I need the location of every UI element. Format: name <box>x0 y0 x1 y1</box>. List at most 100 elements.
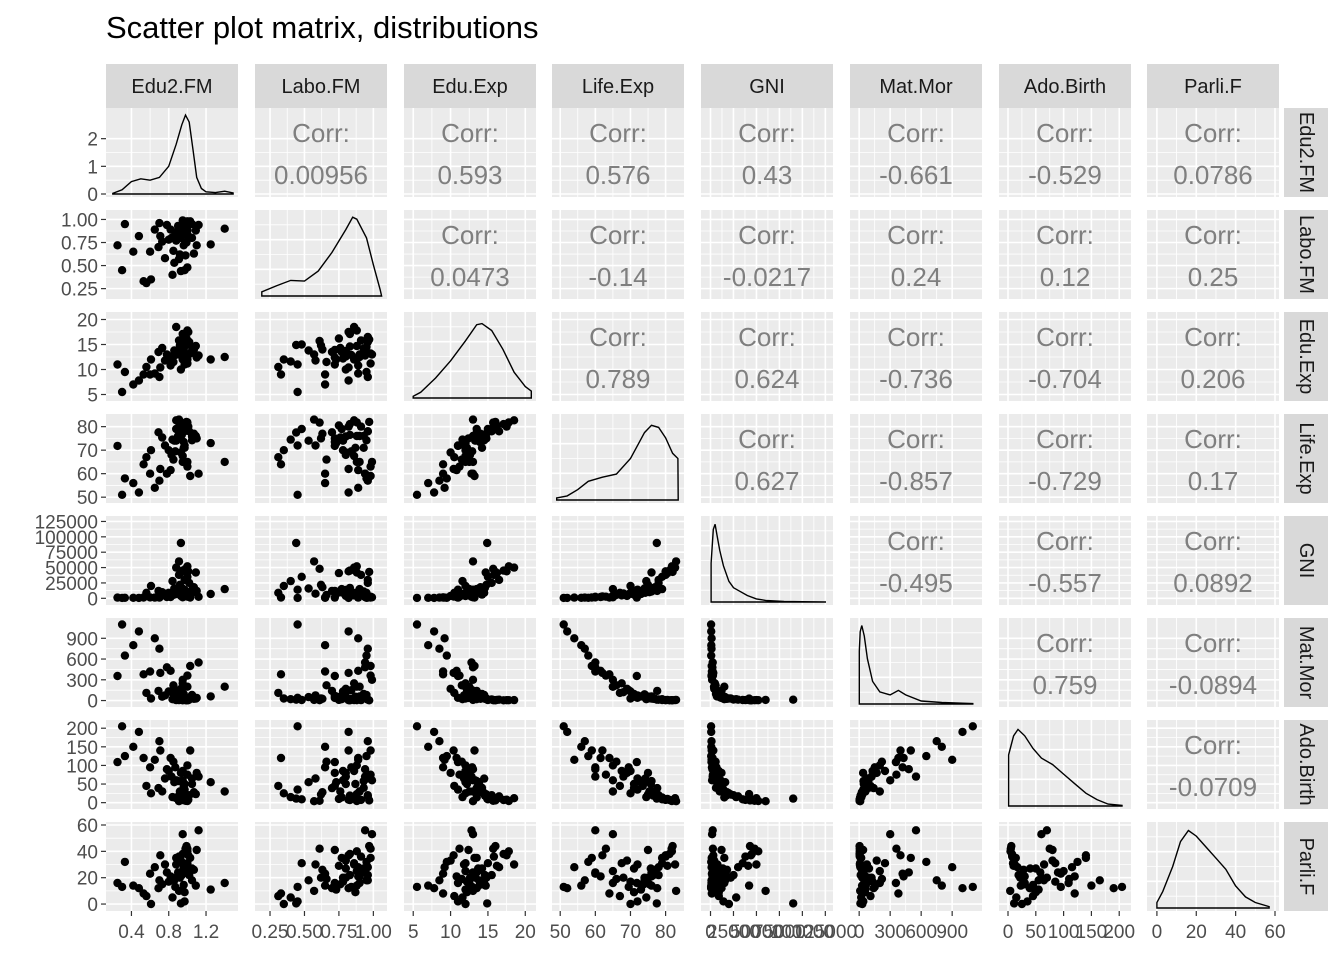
scatter-point <box>435 737 444 746</box>
scatter-point <box>412 490 422 499</box>
correlation-panel: Corr: -0.14 <box>552 210 684 299</box>
scatter-point <box>178 228 187 237</box>
scatter-point <box>492 861 502 870</box>
corr-label: Corr: <box>589 322 647 352</box>
scatter-panel <box>106 720 238 809</box>
corr-value: 0.17 <box>1188 466 1239 496</box>
scatter-point <box>359 443 368 452</box>
scatter-point <box>1081 853 1091 863</box>
y-tick-label: 0.75 <box>61 234 98 255</box>
scatter-point <box>155 737 164 746</box>
scatter-point <box>292 428 301 437</box>
x-tick-label: 10 <box>440 922 461 943</box>
scatter-point <box>504 696 513 705</box>
scatter-point <box>171 350 180 360</box>
scatter-point <box>309 557 319 566</box>
y-tick-label: 70 <box>77 441 98 462</box>
scatter-panel <box>404 618 536 707</box>
column-strip: Ado.Birth <box>999 64 1131 108</box>
scatter-point <box>178 830 187 839</box>
scatter-point <box>220 457 229 467</box>
corr-label: Corr: <box>292 118 350 148</box>
scatter-point <box>179 781 188 791</box>
scatter-point <box>596 666 605 675</box>
scatter-point <box>182 334 191 343</box>
density-panel <box>999 720 1131 809</box>
scatter-point <box>626 581 635 591</box>
row-strip-label: Labo.FM <box>1295 215 1317 294</box>
scatter-point <box>714 891 723 901</box>
scatter-point <box>438 869 448 878</box>
scatter-point <box>334 568 344 578</box>
corr-value: -0.729 <box>1028 466 1102 496</box>
column-strip: Labo.FM <box>255 64 387 108</box>
scatter-panel <box>404 414 536 503</box>
y-tick-label: 25000 <box>45 574 98 595</box>
scatter-point <box>708 666 717 675</box>
scatter-point <box>160 254 170 263</box>
scatter-point <box>347 882 356 892</box>
scatter-point <box>718 864 728 873</box>
scatter-point <box>334 794 344 804</box>
scatter-point <box>304 692 313 702</box>
scatter-point <box>341 693 350 702</box>
scatter-point <box>461 859 470 868</box>
scatter-point <box>349 355 359 364</box>
scatter-point <box>276 670 286 679</box>
scatter-point <box>292 340 301 350</box>
correlation-panel: Corr: 0.00956 <box>255 108 387 197</box>
scatter-point <box>624 590 633 599</box>
scatter-point <box>330 587 339 597</box>
scatter-point <box>354 465 363 475</box>
scatter-point <box>120 651 130 660</box>
row-strip-label: Ado.Birth <box>1295 723 1317 805</box>
scatter-point <box>608 776 618 785</box>
density-panel <box>552 414 684 503</box>
x-axis: 0.4 0.8 1.2 <box>118 911 219 943</box>
correlation-panel: Corr: 0.593 <box>404 108 536 197</box>
scatter-point <box>857 870 866 880</box>
scatter-point <box>354 872 363 881</box>
scatter-point <box>608 878 618 888</box>
scatter-point <box>129 742 138 751</box>
scatter-point <box>745 841 755 851</box>
scatter-panel <box>106 312 238 401</box>
scatter-point <box>120 857 130 867</box>
scatter-point <box>183 847 192 856</box>
scatter-point <box>892 770 901 779</box>
density-curve <box>858 625 974 705</box>
scatter-point <box>338 766 348 776</box>
scatter-point <box>178 859 187 868</box>
scatter-point <box>708 872 717 881</box>
scatter-point <box>330 845 339 855</box>
scatter-point <box>563 627 572 636</box>
scatter-point <box>872 856 881 865</box>
corr-label: Corr: <box>1036 220 1094 250</box>
scatter-point <box>474 432 483 441</box>
scatter-point <box>720 853 729 863</box>
scatter-point <box>601 770 611 779</box>
scatter-point <box>113 757 122 767</box>
scatter-point <box>754 796 763 806</box>
scatter-point <box>166 361 175 370</box>
y-tick-label: 0.50 <box>61 257 98 278</box>
density-curve <box>1007 728 1123 807</box>
x-axis: 0.250.500.751.00 <box>252 911 392 943</box>
scatter-point <box>292 695 301 704</box>
scatter-panel <box>850 822 982 911</box>
scatter-point <box>896 851 905 860</box>
scatter-point <box>341 585 350 595</box>
scatter-point <box>168 893 177 902</box>
scatter-point <box>707 737 716 746</box>
scatter-point <box>732 695 741 704</box>
y-tick-label: 900 <box>66 629 98 650</box>
scatter-point <box>707 746 716 755</box>
scatter-point <box>504 418 513 427</box>
scatter-point <box>859 779 868 789</box>
scatter-point <box>442 651 451 660</box>
scatter-point <box>172 236 181 245</box>
scatter-point <box>352 796 361 806</box>
scatter-point <box>629 783 639 792</box>
scatter-point <box>293 585 302 594</box>
scatter-panel <box>106 414 238 503</box>
